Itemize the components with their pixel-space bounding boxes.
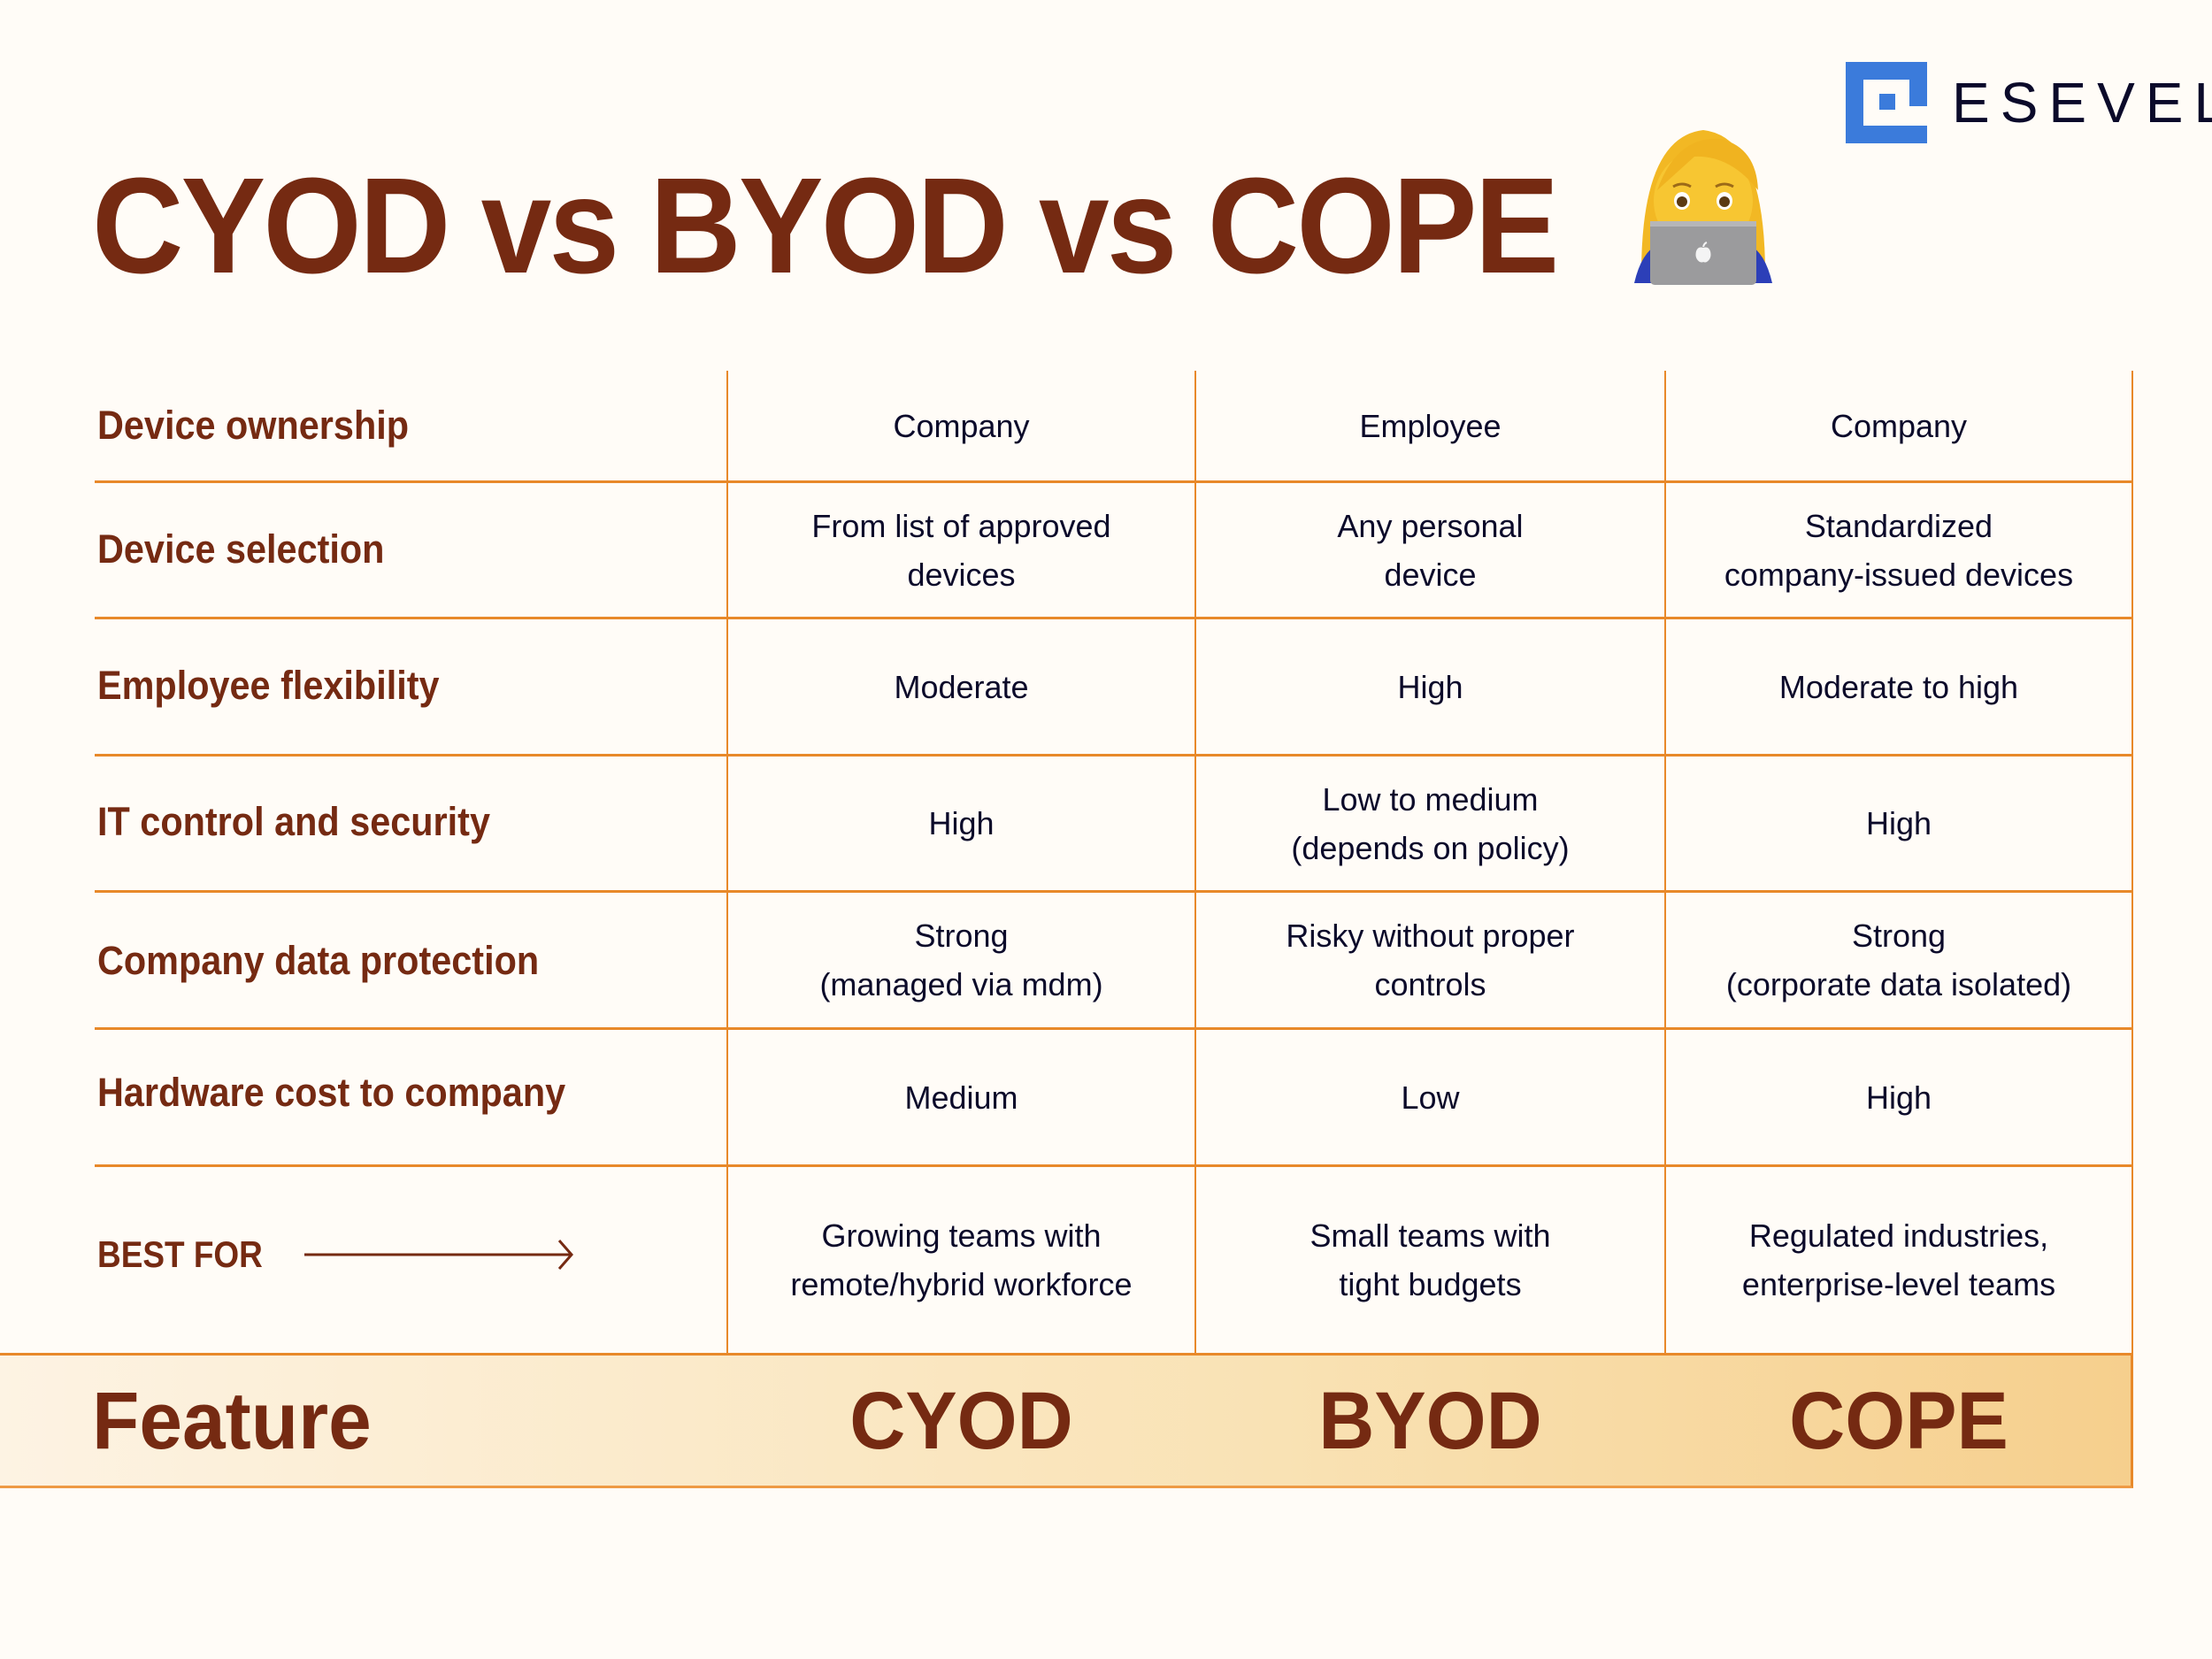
cope-cell: Company (1830, 408, 1968, 444)
feature-label: Device ownership (97, 403, 410, 448)
cope-cell: High (1865, 805, 1932, 841)
grid-line (1194, 371, 1196, 1355)
cyod-cell: From list of approved devices (811, 507, 1111, 593)
page-title: CYOD vs BYOD vs COPE (92, 150, 1559, 302)
feature-label: IT control and security (97, 799, 490, 844)
byod-cell: Low (1401, 1079, 1460, 1116)
cyod-cell: High (928, 805, 995, 841)
row-divider (95, 1164, 2133, 1167)
cope-cell: Standardized company-issued devices (1724, 507, 2074, 593)
best-for-label-group: BEST FOR (97, 1236, 577, 1273)
byod-cell: Employee (1359, 408, 1502, 444)
cope-cell: Moderate to high (1778, 668, 2019, 705)
feature-label: Company data protection (97, 938, 540, 983)
cyod-cell: Growing teams with remote/hybrid workfor… (790, 1217, 1133, 1302)
cope-cell: High (1865, 1079, 1932, 1116)
logo-wordmark: ESEVEL (1952, 71, 2212, 134)
esevel-logo-mark-icon (1846, 62, 1927, 143)
grid-line (2131, 371, 2133, 1355)
cyod-cell: Medium (904, 1079, 1018, 1116)
cope-cell: Regulated industries, enterprise-level t… (1741, 1217, 2056, 1302)
feature-label: Employee flexibility (97, 663, 440, 708)
cyod-cell: Moderate (894, 668, 1029, 705)
arrow-right-icon (304, 1240, 574, 1270)
column-header-cyod: CYOD (849, 1376, 1073, 1466)
grid-line (1664, 371, 1666, 1355)
byod-cell: Any personal device (1337, 507, 1524, 593)
feature-label: Hardware cost to company (97, 1070, 566, 1115)
row-divider (95, 617, 2133, 619)
byod-cell: Small teams with tight budgets (1310, 1217, 1551, 1302)
byod-cell: Risky without proper controls (1286, 918, 1575, 1002)
grid-line (726, 371, 728, 1355)
column-header-band (0, 1353, 2133, 1488)
feature-label: Device selection (97, 526, 385, 572)
column-header-feature: Feature (92, 1376, 372, 1466)
esevel-logo: ESEVEL (1846, 62, 2212, 143)
best-for-label: BEST FOR (97, 1233, 263, 1275)
row-divider (95, 1027, 2133, 1030)
woman-technologist-icon (1634, 130, 1772, 285)
byod-cell: Low to medium (depends on policy) (1291, 780, 1570, 866)
row-divider (95, 890, 2133, 893)
row-divider (95, 754, 2133, 757)
column-header-cope: COPE (1789, 1376, 2008, 1466)
cyod-cell: Strong (managed via mdm) (819, 918, 1103, 1002)
byod-cell: High (1397, 668, 1463, 705)
column-header-byod: BYOD (1318, 1376, 1542, 1466)
row-divider (95, 480, 2133, 483)
cope-cell: Strong (corporate data isolated) (1725, 918, 2072, 1002)
cyod-cell: Company (893, 408, 1030, 444)
